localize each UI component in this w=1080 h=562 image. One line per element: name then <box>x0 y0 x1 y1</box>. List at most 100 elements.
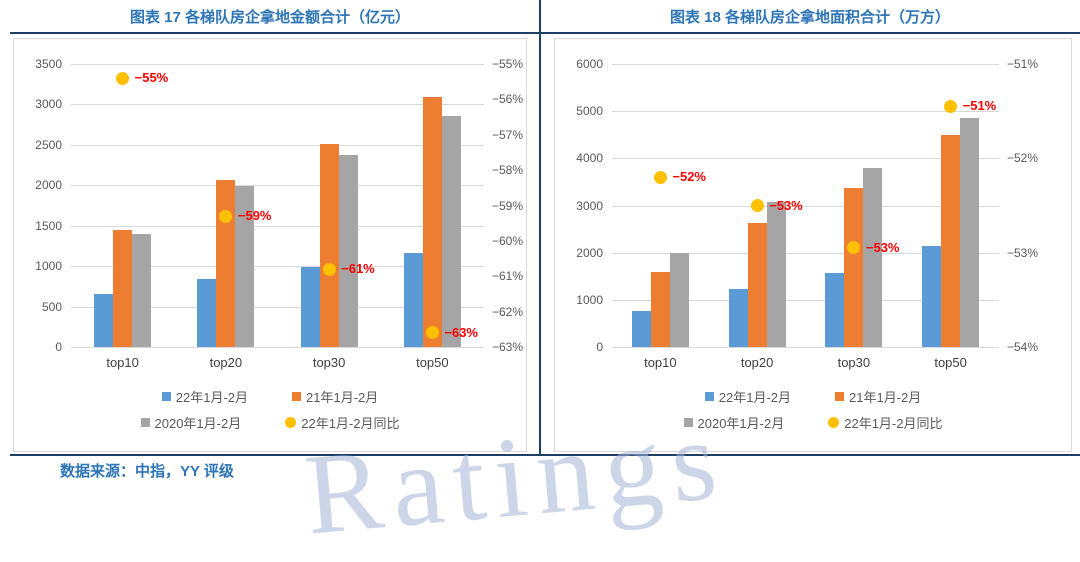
bar <box>319 144 339 347</box>
legend-row: 2020年1月-2月 22年1月-2月同比 <box>140 411 400 433</box>
category-label: top10 <box>644 355 677 370</box>
secondary-axis-tick-label: −62% <box>492 304 524 319</box>
legend-item-label: 2020年1月-2月 <box>697 415 785 431</box>
secondary-axis-tick-label: −61% <box>492 269 524 284</box>
secondary-axis-tick-label: −56% <box>492 92 524 107</box>
yoy-dot <box>322 262 336 276</box>
bar <box>338 155 358 347</box>
yoy-dot-label: −53% <box>769 197 803 213</box>
secondary-axis-tick-label: −53% <box>1007 245 1039 260</box>
secondary-axis-tick-label: −60% <box>492 233 524 248</box>
secondary-axis-tick-label: −52% <box>1007 151 1039 166</box>
chart17-plot-area: 3500 3000 2500 2000 1500 1000 500 0 −55% −56% −57%… <box>14 39 526 451</box>
y-axis-tick-label: 3500 <box>35 57 62 71</box>
bar <box>235 186 255 347</box>
yoy-dot-label: −59% <box>237 208 272 224</box>
yoy-dot <box>847 241 861 255</box>
gridline <box>71 104 484 106</box>
gridline <box>612 64 999 65</box>
chart17-card: 3500 3000 2500 2000 1500 1000 500 0 −55% −56% −57%… <box>13 38 527 452</box>
y-axis-tick-label: 1000 <box>35 259 62 274</box>
secondary-axis-tick-label: −55% <box>492 57 524 71</box>
legend-item-label: 22年1月-2月同比 <box>844 415 943 431</box>
legend-square-marker <box>292 391 301 401</box>
column-divider <box>539 0 541 456</box>
y-axis-tick-label: 4000 <box>576 151 603 166</box>
bar <box>922 246 942 347</box>
secondary-axis-tick-label: −58% <box>492 163 524 178</box>
gridline <box>612 347 999 348</box>
bar <box>825 272 845 347</box>
y-axis-tick-label: 5000 <box>576 104 603 119</box>
bar <box>113 229 133 347</box>
yoy-dot <box>750 199 764 212</box>
category-label: top30 <box>312 355 346 370</box>
chart17-title: 图表 17 各梯队房企拿地金额合计（亿元） <box>129 9 411 26</box>
bar <box>441 115 461 347</box>
legend-item: 21年1月-2月 <box>835 387 921 406</box>
bar <box>863 167 883 347</box>
legend-item: 22年1月-2月同比 <box>828 413 942 432</box>
bar <box>728 288 748 347</box>
legend-circle-marker <box>285 416 297 428</box>
gridline <box>71 306 484 308</box>
legend-square-marker <box>161 391 171 401</box>
y-axis-tick-label: 3000 <box>576 198 603 213</box>
bar <box>941 135 961 347</box>
yoy-dot-label: −52% <box>672 169 706 185</box>
legend-item: 2020年1月-2月 <box>140 413 242 432</box>
gridline <box>71 266 484 268</box>
yoy-dot-label: −63% <box>444 324 478 340</box>
bar <box>197 279 217 347</box>
secondary-axis-tick-label: −59% <box>492 198 524 213</box>
data-source-note: 数据来源：中指，YY 评级 <box>60 463 234 480</box>
chart17-legend: 22年1月-2月 21年1月-2月 2020年1月-2月 22年1月-2月同比 <box>14 385 526 433</box>
y-axis-tick-label: 0 <box>596 340 603 354</box>
legend-square-marker <box>835 391 844 401</box>
legend-square-marker <box>140 417 150 427</box>
bar <box>403 253 423 347</box>
gridline <box>612 299 999 301</box>
gridline <box>71 347 484 348</box>
category-label: top20 <box>209 355 243 370</box>
bar <box>216 179 236 347</box>
gridline <box>71 185 484 187</box>
y-axis-tick-label: 1500 <box>35 218 62 233</box>
legend-item: 22年1月-2月 <box>704 387 791 406</box>
bar <box>132 233 152 347</box>
legend-item-label: 21年1月-2月 <box>306 389 379 405</box>
legend-item-label: 2020年1月-2月 <box>154 415 242 431</box>
legend-item-label: 22年1月-2月 <box>175 389 248 405</box>
y-axis-tick-label: 3000 <box>35 97 62 112</box>
legend-item-label: 22年1月-2月 <box>718 389 791 405</box>
yoy-dot <box>653 170 667 184</box>
bar <box>766 201 786 347</box>
y-axis-tick-label: 0 <box>55 340 62 354</box>
chart18-title: 图表 18 各梯队房企拿地面积合计（万方） <box>669 9 951 26</box>
gridline <box>612 205 999 207</box>
chart18-card: 6000 5000 4000 3000 2000 1000 0 −51% −52% −53% −54… <box>554 38 1072 452</box>
yoy-dot-label: −51% <box>962 98 997 114</box>
footer-divider <box>10 454 1080 456</box>
secondary-axis-tick-label: −54% <box>1007 340 1039 354</box>
legend-row: 22年1月-2月 21年1月-2月 <box>161 385 378 407</box>
legend-item-label: 22年1月-2月同比 <box>301 415 400 431</box>
y-axis-tick-label: 500 <box>41 299 62 314</box>
yoy-dot <box>116 71 130 85</box>
category-label: top20 <box>740 355 774 370</box>
gridline <box>71 64 484 65</box>
bar <box>960 117 980 347</box>
y-axis-tick-label: 6000 <box>576 57 603 71</box>
legend-square-marker <box>704 391 714 401</box>
category-label: top50 <box>416 355 449 370</box>
title-underline <box>10 32 1080 34</box>
legend-item: 21年1月-2月 <box>292 387 378 406</box>
gridline <box>612 158 999 160</box>
bar <box>631 311 651 347</box>
bar <box>422 97 442 347</box>
yoy-dot-label: −61% <box>341 261 375 277</box>
y-axis-tick-label: 2000 <box>35 178 62 193</box>
legend-circle-marker <box>828 416 840 428</box>
bar <box>747 223 767 347</box>
bar <box>844 188 864 347</box>
